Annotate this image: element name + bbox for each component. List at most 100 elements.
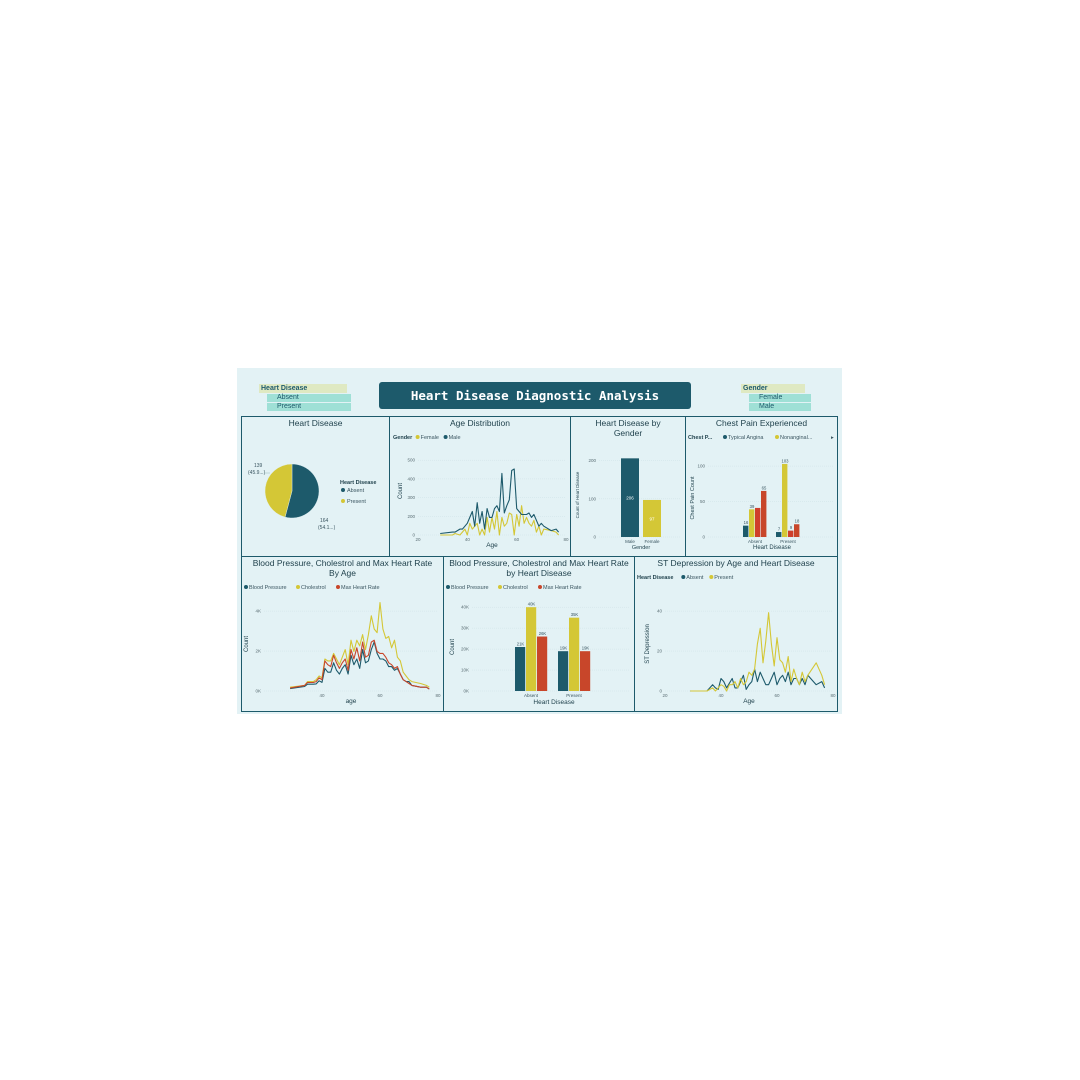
- legend-marker: [415, 435, 420, 439]
- age-line-chart: 0 200 300 400 500 20 40 60 80 Count Age Gender Femal…: [393, 435, 569, 549]
- y-axis-label: Count: [244, 636, 250, 652]
- y-tick-label: 4K: [255, 609, 261, 614]
- panel-title: Heart Disease by Gender: [595, 418, 661, 438]
- legend-marker: [498, 585, 502, 589]
- chest-pain-bar-chart: 0 50 100 Chest Pain Count Chest P... Typical …: [688, 435, 834, 551]
- legend-item: Blood Pressure: [451, 585, 489, 591]
- y-tick-label: 40: [657, 609, 663, 614]
- heart-disease-slicer: Heart Disease Absent Present: [259, 384, 351, 411]
- bp-heart-disease-bar-chart: 0K 10K 20K 30K 40K Count Blood Pressure Cholest…: [446, 585, 630, 706]
- gender-slicer: Gender Female Male: [741, 384, 811, 411]
- y-tick-label: 40K: [461, 605, 469, 610]
- series-line-cholestrol: [290, 602, 430, 688]
- pie-label-absent-pct: (54.1...): [318, 525, 336, 531]
- y-tick-label: 0: [412, 533, 415, 538]
- y-tick-label: 0: [593, 535, 596, 540]
- bar-male: [621, 458, 639, 537]
- legend-item: Absent: [347, 488, 365, 494]
- bar-data-label: 9: [790, 525, 793, 530]
- y-tick-label: 100: [697, 464, 705, 469]
- x-tick-label: 80: [830, 693, 836, 698]
- slicer-option-present[interactable]: Present: [267, 403, 351, 411]
- chest-pain-panel: Chest Pain Experienced 0 50 100 Chest Pain …: [685, 416, 838, 557]
- x-tick-label: Female: [644, 539, 660, 544]
- bar-data-label: 16: [744, 520, 749, 525]
- legend-marker: [443, 435, 448, 439]
- x-tick-label: Male: [625, 539, 635, 544]
- pie-label-present-pct: (45.9...): [248, 470, 266, 476]
- legend-item: Male: [449, 435, 461, 441]
- panel-title: Age Distribution: [449, 418, 510, 428]
- bar-data-label: 40K: [528, 602, 536, 607]
- y-tick-label: 30K: [461, 626, 469, 631]
- legend-item: Present: [347, 499, 366, 505]
- legend-marker: [709, 575, 714, 579]
- legend-scroll-arrow: ▸: [831, 435, 834, 441]
- x-tick-label: 40: [465, 537, 471, 542]
- legend-title: Heart Disease: [340, 480, 376, 486]
- legend-item: Max Heart Rate: [341, 585, 380, 591]
- slicer-option-male[interactable]: Male: [749, 403, 811, 411]
- pie-label-present-value: 139: [254, 463, 263, 469]
- bar-data-label: 26K: [539, 631, 547, 636]
- y-tick-label: 200: [407, 514, 415, 519]
- x-tick-label: Present: [566, 693, 582, 698]
- y-axis-label: Chest Pain Count: [690, 476, 696, 520]
- bar-absent-2: [755, 507, 761, 537]
- bar-present-3: [794, 524, 800, 537]
- y-tick-label: 400: [407, 476, 415, 481]
- series-line-female: [440, 505, 560, 536]
- y-tick-label: 300: [407, 495, 415, 500]
- bar-data-label: 19K: [582, 646, 590, 651]
- pie-label-absent-value: 164: [320, 518, 329, 524]
- pie-slice-absent: [284, 463, 320, 519]
- bar-absent-1: [749, 509, 755, 537]
- bar-present-0: [776, 532, 782, 537]
- legend-marker: [296, 585, 300, 589]
- y-axis-label: Count: [450, 639, 456, 655]
- legend-item: Max Heart Rate: [543, 585, 582, 591]
- bar-absent-0: [743, 525, 749, 537]
- bar-female: [643, 499, 661, 537]
- bp-age-line-chart: 0K 2K 4K 40 60 80 Count age Blood Pressure Choles…: [244, 585, 441, 705]
- bar-absent-max-heart-rate: [537, 636, 548, 691]
- legend-item: Typical Angina: [728, 435, 764, 441]
- y-tick-label: 20K: [461, 647, 469, 652]
- y-tick-label: 20: [657, 649, 663, 654]
- dashboard-canvas: Heart Disease Absent Present Heart Disea…: [237, 368, 842, 714]
- legend-item: Absent: [686, 575, 704, 581]
- y-tick-label: 50: [700, 499, 706, 504]
- x-tick-label: 60: [514, 537, 520, 542]
- y-tick-label: 0: [659, 689, 662, 694]
- bp-by-heart-disease-panel: Blood Pressure, Cholestrol and Max Heart…: [443, 556, 635, 712]
- x-tick-label: 20: [415, 537, 421, 542]
- heart-disease-pie-panel: Heart Disease 139 (45.9...) 164 (54.1...) He…: [241, 416, 390, 557]
- age-distribution-panel: Age Distribution 0 200 300 400 500 20 40 60 80 Co…: [389, 416, 571, 557]
- gender-slicer-header: Gender: [741, 384, 805, 393]
- x-axis-label: Gender: [632, 545, 651, 551]
- x-tick-label: 80: [563, 537, 569, 542]
- x-tick-label: Absent: [748, 539, 763, 544]
- x-tick-label: Present: [780, 539, 796, 544]
- legend-marker: [446, 585, 450, 589]
- bar-data-label: 18: [795, 519, 800, 524]
- slicer-option-female[interactable]: Female: [749, 394, 811, 402]
- y-axis-label: ST Depression: [645, 624, 651, 664]
- panel-title: Blood Pressure, Cholestrol and Max Heart…: [252, 558, 433, 578]
- legend-item: Cholestrol: [301, 585, 326, 591]
- bar-present-blood-pressure: [558, 651, 569, 691]
- series-line-max-heart-rate: [290, 639, 430, 690]
- legend-marker: [775, 435, 779, 439]
- legend-item: Cholestrol: [503, 585, 528, 591]
- panel-title: ST Depression by Age and Heart Disease: [657, 558, 815, 568]
- x-tick-label: 40: [319, 693, 325, 698]
- panel-title: Heart Disease: [288, 418, 343, 428]
- y-tick-label: 0K: [255, 689, 261, 694]
- x-tick-label: 40: [718, 693, 724, 698]
- slicer-option-absent[interactable]: Absent: [267, 394, 351, 402]
- x-tick-label: 60: [377, 693, 383, 698]
- legend-marker: [341, 488, 345, 492]
- bar-data-label: 7: [778, 527, 781, 532]
- pie-chart: 139(45.9...) 164(54.1...) Heart Disease Abs…: [248, 463, 376, 531]
